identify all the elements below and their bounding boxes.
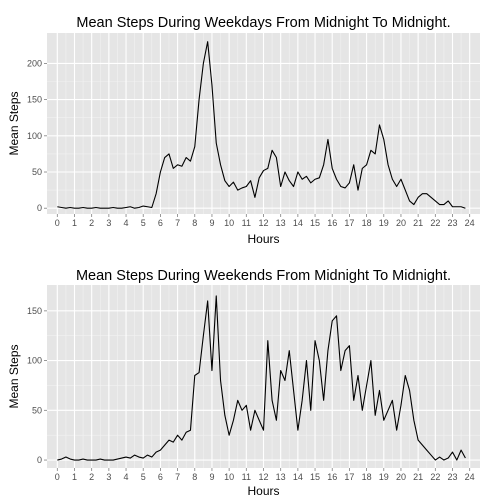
weekend-x-tick-label: 17 (344, 472, 354, 482)
weekday-x-tick-label: 10 (224, 218, 234, 228)
weekend-y-tick-label: 150 (27, 306, 42, 316)
weekday-chart-title: Mean Steps During Weekdays From Midnight… (76, 15, 450, 31)
weekend-x-tick-label: 1 (72, 472, 77, 482)
weekend-x-tick-label: 8 (192, 472, 197, 482)
weekend-x-tick-label: 11 (242, 472, 251, 482)
weekday-series-line-0 (57, 41, 466, 209)
weekend-x-tick-label: 21 (413, 472, 423, 482)
weekday-x-tick-label: 19 (379, 218, 389, 228)
weekday-y-axis-title: Mean Steps (7, 91, 21, 155)
weekend-x-tick-label: 3 (106, 472, 111, 482)
weekday-x-tick-label: 14 (293, 218, 303, 228)
weekend-x-tick-label: 2 (89, 472, 94, 482)
weekend-x-tick-label: 7 (175, 472, 180, 482)
weekday-x-tick-label: 7 (175, 218, 180, 228)
weekday-y-tick-label: 200 (27, 58, 42, 68)
weekend-x-tick-label: 13 (276, 472, 286, 482)
weekend-x-tick-label: 0 (55, 472, 60, 482)
weekend-x-tick-label: 20 (396, 472, 406, 482)
weekday-x-tick-label: 3 (106, 218, 111, 228)
weekend-x-tick-label: 10 (224, 472, 234, 482)
weekday-x-tick-label: 21 (413, 218, 423, 228)
weekend-chart: 0 1 2 3 4 5 6 7 8 9 10 11 12 13 14 15 16 17 18 19 20 21 22 23 24… (7, 268, 480, 498)
weekend-series-line-0 (57, 295, 466, 461)
weekend-x-tick-label: 19 (379, 472, 389, 482)
weekday-x-tick-label: 20 (396, 218, 406, 228)
weekday-x-tick-label: 4 (124, 218, 129, 228)
weekday-y-tick-label: 0 (37, 203, 42, 213)
weekday-x-tick-label: 15 (310, 218, 320, 228)
weekend-x-tick-label: 23 (448, 472, 458, 482)
weekday-x-tick-label: 11 (242, 218, 251, 228)
weekend-x-tick-label: 9 (209, 472, 214, 482)
weekday-x-tick-label: 16 (327, 218, 337, 228)
weekend-x-tick-label: 12 (258, 472, 268, 482)
weekday-x-tick-label: 2 (89, 218, 94, 228)
weekend-x-tick-label: 22 (430, 472, 440, 482)
weekday-x-tick-label: 23 (448, 218, 458, 228)
weekday-y-tick-label: 100 (27, 131, 42, 141)
weekday-x-tick-label: 0 (55, 218, 60, 228)
weekend-chart-title: Mean Steps During Weekends From Midnight… (76, 268, 451, 284)
weekend-y-tick-label: 50 (32, 405, 42, 415)
weekday-x-tick-label: 5 (141, 218, 146, 228)
weekday-y-tick-label: 50 (32, 167, 42, 177)
weekend-x-tick-label: 15 (310, 472, 320, 482)
weekend-x-tick-label: 5 (141, 472, 146, 482)
weekday-x-tick-label: 8 (192, 218, 197, 228)
weekend-y-axis-title: Mean Steps (7, 344, 21, 408)
weekend-x-tick-label: 14 (293, 472, 303, 482)
weekend-y-tick-label: 0 (37, 455, 42, 465)
weekday-x-tick-label: 9 (209, 218, 214, 228)
weekday-x-tick-label: 12 (258, 218, 268, 228)
weekend-x-axis-title: Hours (247, 484, 279, 498)
weekend-y-tick-label: 100 (27, 356, 42, 366)
weekend-x-tick-label: 4 (124, 472, 129, 482)
weekday-x-tick-label: 18 (362, 218, 372, 228)
weekday-x-tick-label: 6 (158, 218, 163, 228)
weekday-y-tick-label: 150 (27, 95, 42, 105)
weekday-x-tick-label: 1 (72, 218, 77, 228)
weekday-x-tick-label: 13 (276, 218, 286, 228)
weekend-x-tick-label: 6 (158, 472, 163, 482)
weekend-x-tick-label: 24 (465, 472, 475, 482)
weekday-x-tick-label: 24 (465, 218, 475, 228)
weekend-x-tick-label: 16 (327, 472, 337, 482)
weekday-x-tick-label: 22 (430, 218, 440, 228)
weekday-x-tick-label: 17 (344, 218, 354, 228)
weekday-x-axis-title: Hours (247, 232, 279, 246)
weekday-chart: 0 1 2 3 4 5 6 7 8 9 10 11 12 13 14 15 16 17 18 19 20 21 22 23 24… (7, 15, 480, 246)
weekend-x-tick-label: 18 (362, 472, 372, 482)
